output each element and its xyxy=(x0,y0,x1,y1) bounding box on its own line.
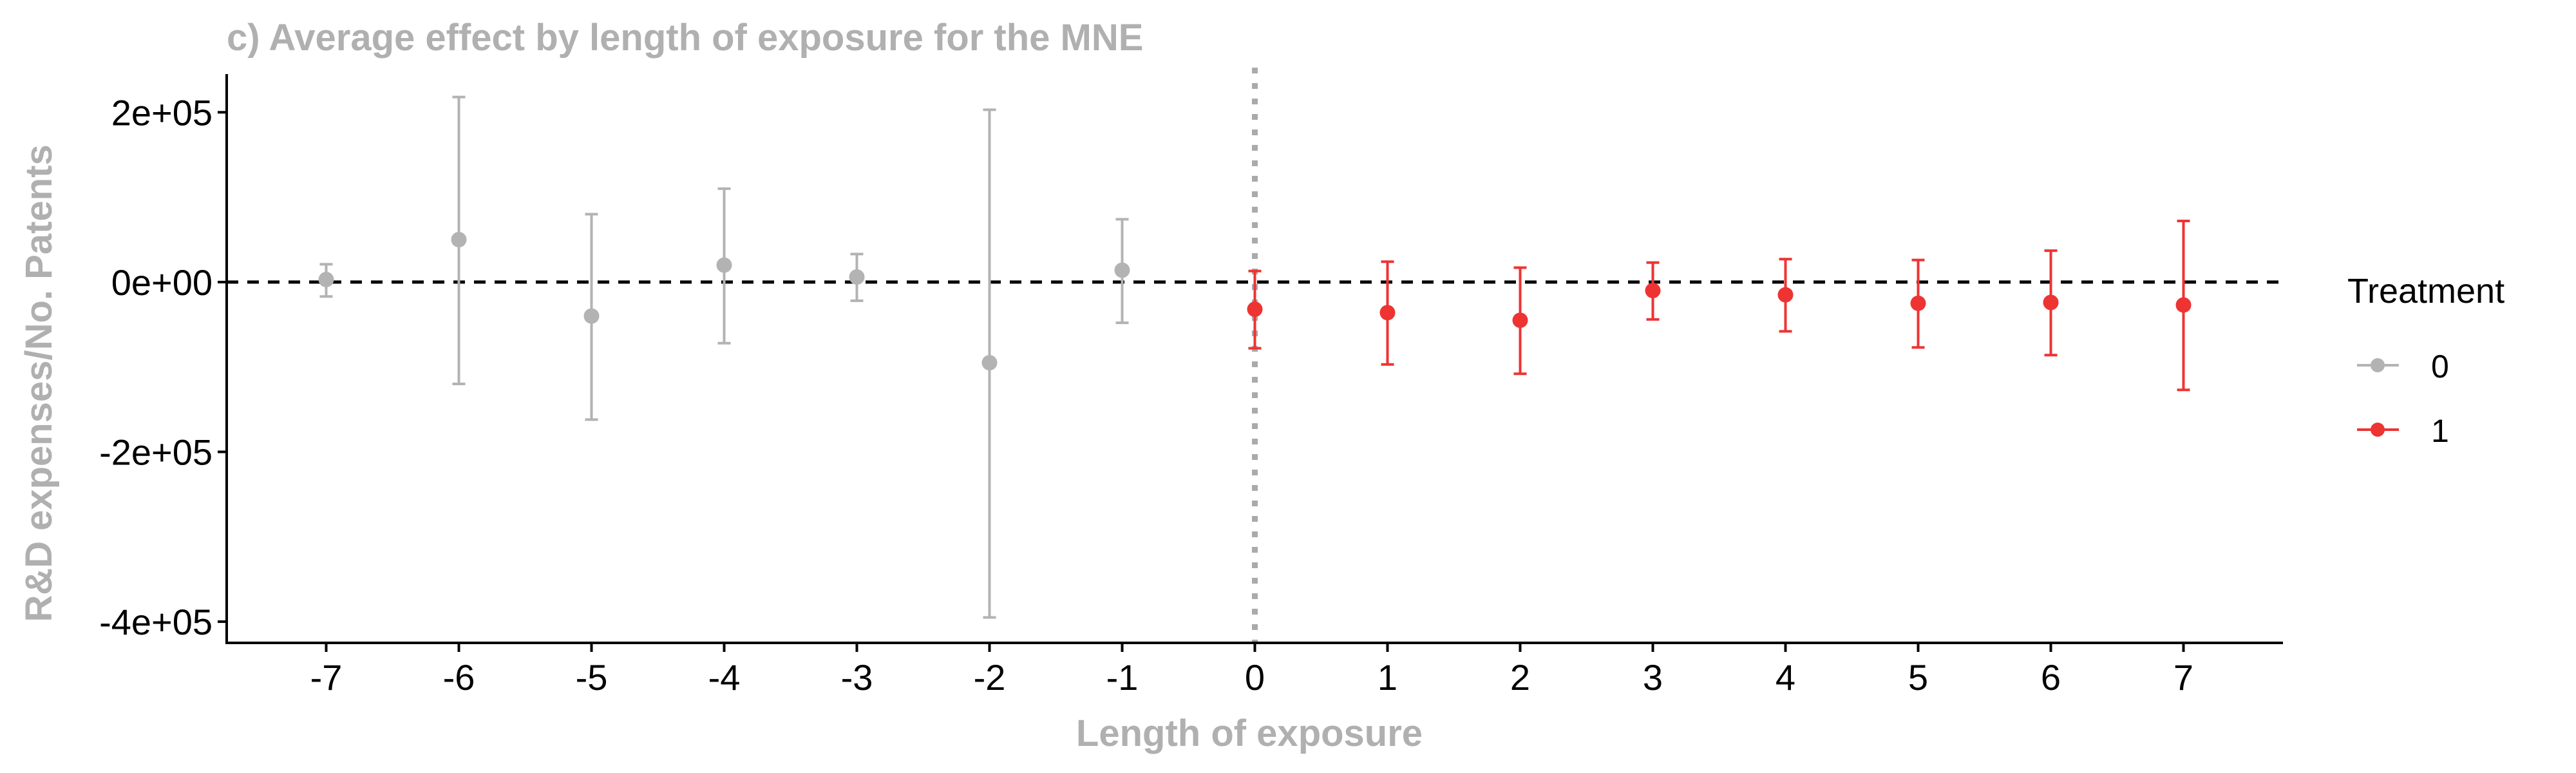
data-point xyxy=(849,269,865,285)
data-point xyxy=(1910,295,1926,311)
chart-title: c) Average effect by length of exposure … xyxy=(227,17,1143,59)
data-point xyxy=(1247,301,1263,318)
legend-key-point xyxy=(2371,423,2385,437)
x-tick-label: 7 xyxy=(2174,657,2193,698)
data-point xyxy=(2043,294,2059,310)
data-point xyxy=(1777,287,1794,303)
y-tick-label: -2e+05 xyxy=(99,432,213,472)
error-bar-point xyxy=(318,263,334,298)
x-tick-label: 4 xyxy=(1776,657,1795,698)
error-bar-point xyxy=(451,95,467,386)
x-tick-label: 5 xyxy=(1908,657,1928,698)
y-tick-label: 0e+00 xyxy=(111,262,213,303)
data-point xyxy=(583,308,600,324)
error-bar-point xyxy=(1379,260,1396,366)
data-point xyxy=(1645,283,1661,299)
data-point xyxy=(451,231,467,247)
data-point xyxy=(1379,305,1396,321)
error-bar-point xyxy=(1645,261,1661,321)
x-tick-label: -4 xyxy=(708,657,741,698)
plot-area: 2e+05 0e+00 -2e+05 -4e+05 -7 -6 -5 -4 -3 -2 -1 0 1 2 3… xyxy=(99,68,2283,698)
legend-title: Treatment xyxy=(2347,272,2505,310)
error-bar-point xyxy=(849,253,865,302)
y-tick-label: -4e+05 xyxy=(99,602,213,642)
x-tick-label: 3 xyxy=(1643,657,1663,698)
data-point xyxy=(716,257,732,273)
y-axis-title: R&D expenses/No. Patents xyxy=(18,144,60,622)
error-bar-point xyxy=(2175,219,2192,392)
error-bar-point xyxy=(981,108,998,619)
x-axis-title: Length of exposure xyxy=(1076,712,1423,754)
legend-key-point xyxy=(2371,358,2385,372)
error-bar-point xyxy=(1114,218,1130,325)
x-tick-label: -3 xyxy=(841,657,873,698)
data-point xyxy=(318,271,334,287)
data-point xyxy=(981,355,998,371)
error-bar-point xyxy=(716,187,732,345)
data-point xyxy=(1512,312,1528,329)
error-bar-point xyxy=(1247,269,1263,350)
x-tick-label: -5 xyxy=(576,657,608,698)
x-tick-label: -1 xyxy=(1106,657,1139,698)
legend-label: 1 xyxy=(2431,413,2449,449)
x-tick-label: 2 xyxy=(1510,657,1530,698)
legend-label: 0 xyxy=(2431,348,2449,385)
x-tick-label: -7 xyxy=(310,657,343,698)
data-point xyxy=(1114,262,1130,278)
x-tick-label: 0 xyxy=(1245,657,1265,698)
x-tick-label: 6 xyxy=(2041,657,2061,698)
error-bar-point xyxy=(2043,249,2059,357)
legend: Treatment 0 1 xyxy=(2347,272,2505,449)
x-tick-label: -2 xyxy=(974,657,1006,698)
data-point xyxy=(2175,297,2192,313)
x-tick-label: -6 xyxy=(443,657,475,698)
error-bar-point xyxy=(1777,258,1794,333)
error-bar-point xyxy=(583,213,600,421)
error-bar-point xyxy=(1910,258,1926,349)
error-bar-point xyxy=(1512,266,1528,376)
y-tick-label: 2e+05 xyxy=(111,92,213,133)
x-tick-label: 1 xyxy=(1378,657,1397,698)
